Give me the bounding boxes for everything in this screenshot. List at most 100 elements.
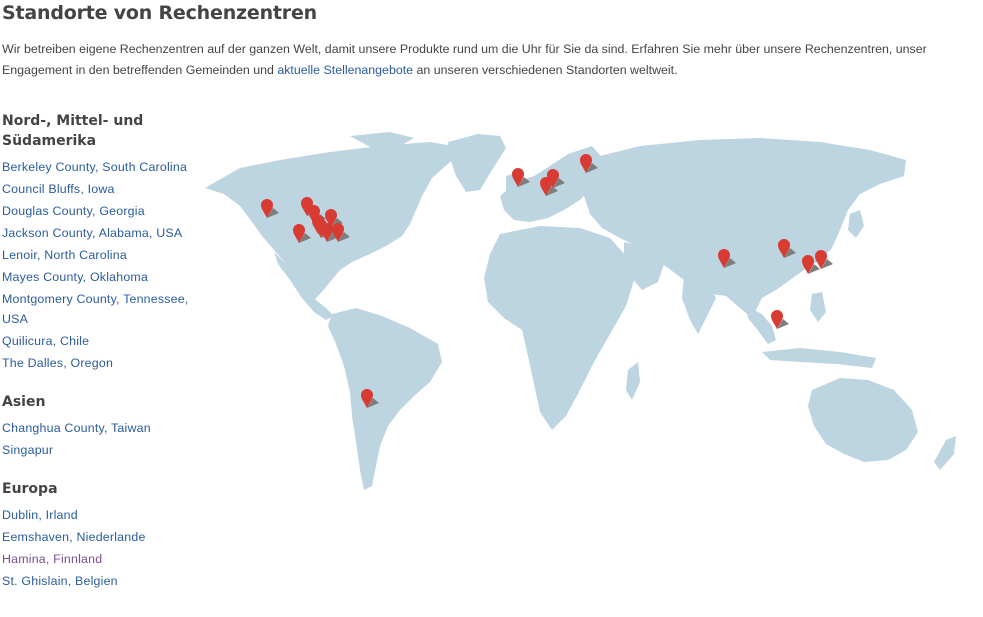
marker-pin: [261, 199, 273, 218]
location-link-douglas-county[interactable]: Douglas County, Georgia: [2, 204, 145, 218]
map-marker-icon[interactable]: [778, 239, 796, 258]
location-list-europe: Dublin, Irland Eemshaven, Niederlande Ha…: [2, 505, 202, 591]
mexico-central-america-shape: [274, 252, 334, 320]
philippines-shape: [810, 292, 826, 322]
map-marker-icon[interactable]: [547, 169, 565, 188]
indonesia-shape: [762, 348, 876, 368]
location-sidebar: Nord-, Mittel- und Südamerika Berkeley C…: [2, 111, 202, 610]
list-item: Dublin, Irland: [2, 505, 202, 525]
location-link-changhua-county[interactable]: Changhua County, Taiwan: [2, 421, 151, 435]
datacenter-markers: [261, 154, 833, 408]
marker-pin: [321, 223, 333, 242]
intro-text-start: Wir betreiben eigene Rechenzentren auf d…: [2, 42, 927, 77]
marker-shadow: [586, 163, 598, 173]
map-marker-icon[interactable]: [512, 168, 530, 187]
location-link-jackson-county[interactable]: Jackson County, Alabama, USA: [2, 226, 183, 240]
madagascar-shape: [626, 362, 640, 400]
region-heading-asia: Asien: [2, 394, 46, 410]
list-item: Changhua County, Taiwan: [2, 418, 202, 438]
location-link-lenoir[interactable]: Lenoir, North Carolina: [2, 248, 127, 262]
location-link-hamina[interactable]: Hamina, Finnland: [2, 552, 103, 566]
list-item: Jackson County, Alabama, USA: [2, 223, 202, 243]
list-item: Singapur: [2, 440, 202, 460]
marker-shadow: [267, 208, 279, 218]
location-link-dublin[interactable]: Dublin, Irland: [2, 508, 78, 522]
marker-shadow: [724, 258, 736, 268]
marker-shadow: [808, 264, 820, 274]
list-item: Montgomery County, Tennessee, USA: [2, 289, 202, 329]
marker-pin: [778, 239, 790, 258]
map-marker-icon[interactable]: [802, 255, 820, 274]
marker-pin: [815, 250, 827, 269]
indian-subcontinent-shape: [682, 276, 716, 334]
list-item: Mayes County, Oklahoma: [2, 267, 202, 287]
marker-shadow: [518, 177, 530, 187]
list-item: Berkeley County, South Carolina: [2, 157, 202, 177]
location-link-the-dalles[interactable]: The Dalles, Oregon: [2, 356, 114, 370]
map-marker-icon[interactable]: [771, 310, 789, 329]
location-link-montgomery-county[interactable]: Montgomery County, Tennessee, USA: [2, 292, 189, 326]
southeast-asia-shape: [746, 306, 776, 344]
location-link-st-ghislain[interactable]: St. Ghislain, Belgien: [2, 574, 118, 588]
map-marker-icon[interactable]: [815, 250, 833, 269]
marker-pin: [802, 255, 814, 274]
location-link-eemshaven[interactable]: Eemshaven, Niederlande: [2, 530, 146, 544]
world-map-svg: [205, 132, 956, 490]
list-item: Eemshaven, Niederlande: [2, 527, 202, 547]
list-item: Quilicura, Chile: [2, 331, 202, 351]
greenland-shape: [448, 134, 506, 192]
marker-pin: [512, 168, 524, 187]
location-link-singapur[interactable]: Singapur: [2, 443, 54, 457]
location-link-mayes-county[interactable]: Mayes County, Oklahoma: [2, 270, 149, 284]
marker-pin: [315, 219, 327, 238]
intro-text: Wir betreiben eigene Rechenzentren auf d…: [2, 39, 977, 81]
marker-pin: [332, 223, 344, 242]
australia-shape: [808, 378, 918, 462]
map-marker-icon[interactable]: [540, 177, 558, 196]
marker-pin: [308, 205, 320, 224]
marker-pin: [540, 177, 552, 196]
location-link-council-bluffs[interactable]: Council Bluffs, Iowa: [2, 182, 115, 196]
marker-shadow: [821, 259, 833, 269]
map-marker-icon[interactable]: [361, 389, 379, 408]
marker-shadow: [367, 398, 379, 408]
marker-pin: [718, 249, 730, 268]
region-asia: Asien Changhua County, Taiwan Singapur: [2, 392, 202, 460]
region-americas: Nord-, Mittel- und Südamerika Berkeley C…: [2, 111, 202, 373]
region-europe: Europa Dublin, Irland Eemshaven, Niederl…: [2, 479, 202, 591]
asia-shape: [584, 138, 906, 318]
map-marker-icon[interactable]: [293, 224, 311, 243]
location-list-asia: Changhua County, Taiwan Singapur: [2, 418, 202, 460]
marker-shadow: [546, 186, 558, 196]
marker-shadow: [553, 178, 565, 188]
intro-text-end: an unseren verschiedenen Standorten welt…: [413, 63, 678, 77]
arabian-peninsula-shape: [624, 242, 664, 290]
map-marker-icon[interactable]: [261, 199, 279, 218]
africa-shape: [484, 226, 634, 430]
list-item: Council Bluffs, Iowa: [2, 179, 202, 199]
marker-pin: [293, 224, 305, 243]
list-item: Lenoir, North Carolina: [2, 245, 202, 265]
map-marker-icon[interactable]: [718, 249, 736, 268]
location-link-quilicura[interactable]: Quilicura, Chile: [2, 334, 90, 348]
marker-pin: [547, 169, 559, 188]
marker-pin: [580, 154, 592, 173]
south-america-shape: [328, 308, 442, 490]
marker-shadow: [784, 248, 796, 258]
world-map: [200, 130, 980, 500]
marker-shadow: [338, 232, 350, 242]
region-heading-americas: Nord-, Mittel- und Südamerika: [2, 113, 144, 149]
marker-pin: [361, 389, 373, 408]
map-marker-icon[interactable]: [580, 154, 598, 173]
job-openings-link[interactable]: aktuelle Stellenangebote: [277, 63, 414, 77]
page-title: Standorte von Rechenzentren: [2, 2, 317, 24]
list-item: St. Ghislain, Belgien: [2, 571, 202, 591]
location-link-berkeley-county[interactable]: Berkeley County, South Carolina: [2, 160, 188, 174]
region-heading-europe: Europa: [2, 481, 58, 497]
list-item: Douglas County, Georgia: [2, 201, 202, 221]
map-marker-icon[interactable]: [332, 223, 350, 242]
japan-shape: [848, 210, 864, 238]
new-zealand-shape: [934, 436, 956, 470]
location-list-americas: Berkeley County, South Carolina Council …: [2, 157, 202, 373]
marker-pin: [325, 209, 337, 228]
